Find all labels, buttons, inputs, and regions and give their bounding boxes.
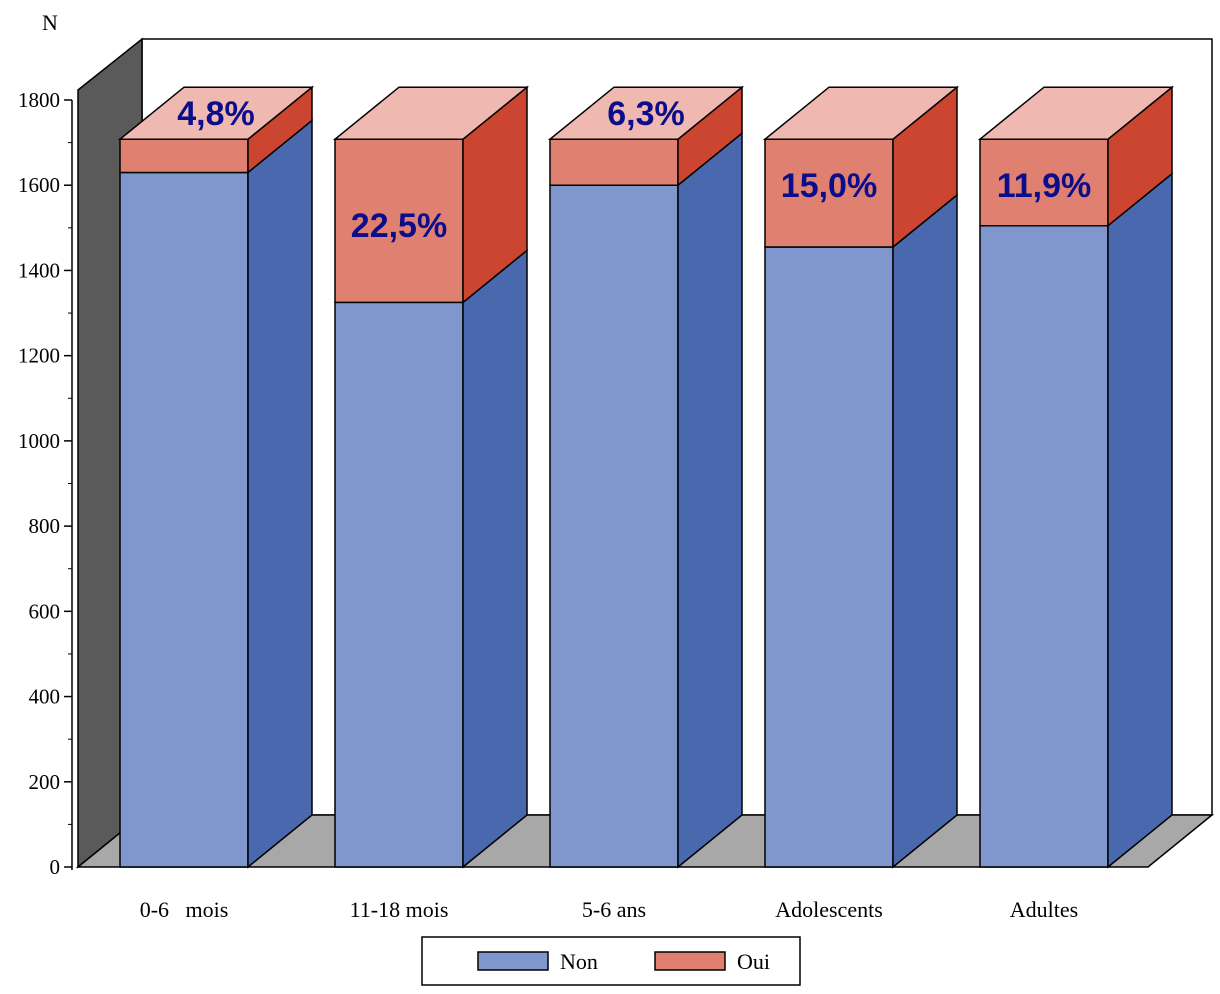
legend: Non Oui [421,936,801,986]
data-label-1: 22,5% [351,207,447,245]
bar-oui-front-2 [549,138,679,186]
x-tick-label-2: 5-6 ans [582,897,646,922]
y-tick-label-1600: 1600 [18,173,60,197]
legend-label-non: Non [560,949,598,974]
y-tick-label-1800: 1800 [18,88,60,112]
bar-group-4: 11,9% [977,85,1175,869]
bar-top-3 [762,86,960,140]
data-label-2: 6,3% [607,95,685,133]
data-label-0: 4,8% [177,95,255,133]
legend-label-oui: Oui [737,949,770,974]
bar-top-2 [547,86,745,140]
bar-non-front-3 [764,246,894,868]
bar-non-side-3 [892,193,958,869]
y-axis: N 0 200 400 600 800 1000 1200 1400 1600 1800 [18,10,72,879]
y-tick-label-200: 200 [29,770,61,794]
x-tick-label-1: 11-18 mois [350,897,449,922]
bar-group-1: 22,5% [332,85,530,869]
bar-non-front-1 [334,301,464,868]
x-tick-label-0: 0-6 mois [140,897,229,922]
x-tick-label-3: Adolescents [775,897,883,922]
bar-top-4 [977,86,1175,140]
y-tick-label-800: 800 [29,514,61,538]
y-tick-label-1200: 1200 [18,344,60,368]
bar-top-0 [117,86,315,140]
x-tick-label-4: Adultes [1010,897,1078,922]
data-label-4: 11,9% [997,167,1092,205]
x-axis-labels: 0-6 mois 11-18 mois 5-6 ans Adolescents Adul… [140,897,1079,922]
data-label-3: 15,0% [781,167,877,205]
bar-oui-front-0 [119,138,249,174]
y-tick-label-600: 600 [29,599,61,623]
bar-non-side-2 [677,131,743,869]
y-tick-label-1000: 1000 [18,429,60,453]
y-tick-label-1400: 1400 [18,258,60,282]
bar-non-front-2 [549,184,679,868]
bar-group-3: 15,0% [762,85,960,869]
bar-top-1 [332,86,530,140]
bars: 4,8% 22,5% 6,3% 15,0% 11,9% [117,85,1175,869]
bar-non-front-4 [979,224,1109,868]
y-axis-title: N [42,10,58,35]
bar-group-0: 4,8% [117,85,315,869]
bar-non-side-4 [1107,172,1173,869]
bar-non-side-1 [462,248,528,869]
bar-non-side-0 [247,118,313,869]
legend-swatch-oui [654,951,726,971]
bar-non-front-0 [119,171,249,868]
bar-group-2: 6,3% [547,85,745,869]
legend-swatch-non [477,951,549,971]
y-tick-label-400: 400 [29,685,61,709]
y-tick-label-0: 0 [50,855,61,879]
